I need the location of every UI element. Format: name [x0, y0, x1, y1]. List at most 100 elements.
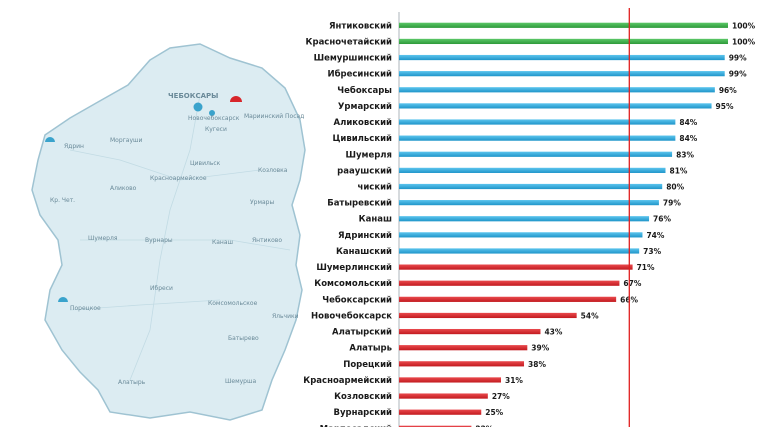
- bar-red: [399, 312, 577, 319]
- bar-red: [399, 377, 501, 383]
- category-label: Чебоксарский: [322, 294, 392, 305]
- value-label: 84%: [679, 134, 697, 143]
- category-label: чиский: [357, 183, 392, 193]
- value-label: 39%: [531, 344, 549, 353]
- map-label: Аликово: [110, 185, 137, 192]
- value-label: 76%: [653, 215, 671, 224]
- bar-blue: [399, 71, 725, 77]
- category-label: Новочебоксарск: [311, 310, 392, 321]
- value-label: 100%: [732, 37, 756, 46]
- category-label: Янтиковский: [329, 21, 392, 31]
- bar-blue: [399, 54, 725, 61]
- bar-red: [399, 328, 541, 335]
- category-label: Красноармейский: [303, 376, 392, 386]
- value-label: 43%: [544, 328, 562, 337]
- value-label: 38%: [528, 360, 546, 369]
- value-label: 25%: [485, 408, 503, 417]
- value-label: 22%: [475, 424, 493, 427]
- bar-blue: [399, 135, 676, 141]
- bar-green: [399, 38, 728, 45]
- bar-red: [399, 296, 617, 302]
- map-label: Мариинский Посад: [244, 113, 304, 120]
- bar-blue: [399, 248, 640, 254]
- map-label: Моргауши: [110, 137, 143, 144]
- value-label: 31%: [505, 376, 523, 385]
- category-label: Порецкий: [343, 360, 392, 370]
- map-label: Алатырь: [118, 379, 146, 386]
- category-label: Цивильский: [333, 134, 393, 144]
- map-marker-novocheboksarsk: [209, 110, 215, 116]
- bar-blue: [399, 167, 666, 173]
- category-label: Красночетайский: [306, 37, 393, 47]
- value-label: 96%: [719, 86, 737, 95]
- region-map: ЧЕБОКСАРЫ Новочебоксарск Мариинский Поса…: [0, 0, 320, 427]
- value-label: 73%: [643, 247, 661, 256]
- map-label: Козловка: [258, 167, 288, 174]
- map-marker-blue-left-2: [58, 297, 68, 302]
- value-label: 83%: [676, 150, 694, 159]
- value-label: 81%: [669, 166, 687, 175]
- map-marker-cheboksary: [193, 102, 203, 112]
- bar-red: [399, 345, 528, 351]
- category-label: Канаш: [359, 215, 392, 225]
- value-label: 54%: [581, 311, 599, 320]
- category-label: Алатырский: [332, 328, 392, 338]
- bar-blue: [399, 183, 663, 190]
- map-label: Новочебоксарск: [188, 115, 240, 122]
- category-label: Канашский: [336, 247, 392, 257]
- bar-blue: [399, 119, 676, 125]
- bar-green: [399, 22, 728, 28]
- category-label: Вурнарский: [333, 408, 392, 418]
- category-label: Комсомольский: [314, 279, 392, 289]
- map-label: Красноармейское: [150, 175, 207, 182]
- category-label: Урмарский: [338, 102, 392, 112]
- value-label: 67%: [623, 279, 641, 288]
- map-label: Янтиково: [252, 237, 282, 244]
- bar-blue: [399, 200, 659, 206]
- map-label: ЧЕБОКСАРЫ: [168, 92, 218, 100]
- value-label: 27%: [492, 392, 510, 401]
- map-label: Кр. Чет.: [50, 197, 75, 204]
- map-label: Шумерля: [88, 235, 118, 242]
- map-marker-red-semicircle: [230, 96, 242, 102]
- value-label: 95%: [716, 102, 734, 111]
- bar-red: [399, 393, 488, 399]
- map-label: Шемурша: [225, 378, 256, 385]
- bar-blue: [399, 87, 715, 93]
- category-label: рааушский: [337, 166, 392, 176]
- map-label: Цивильск: [190, 160, 221, 167]
- map-label: Батырево: [228, 335, 259, 342]
- bar-red: [399, 264, 633, 270]
- category-label: Козловский: [334, 392, 392, 402]
- bar-blue: [399, 103, 712, 109]
- value-label: 84%: [679, 118, 697, 127]
- category-label: Аликовский: [334, 118, 393, 128]
- bar-red: [399, 280, 620, 286]
- category-label: Чебоксары: [337, 85, 392, 96]
- value-label: 99%: [729, 70, 747, 79]
- category-label: Батыревский: [327, 199, 392, 209]
- map-marker-blue-left-1: [45, 137, 55, 142]
- map-label: Ибреси: [150, 285, 173, 292]
- bar-red: [399, 425, 472, 427]
- category-label: Ядринский: [338, 231, 392, 241]
- category-label: Марпосадский: [320, 424, 392, 427]
- category-label: Шумерлинский: [316, 263, 392, 273]
- map-label: Вурнары: [145, 237, 173, 244]
- map-label: Урмары: [250, 199, 274, 206]
- map-roads: [69, 94, 291, 381]
- category-label: Шемуршинский: [314, 54, 392, 64]
- region-outline: [31, 43, 306, 421]
- map-label: Порецкое: [70, 305, 101, 312]
- value-label: 79%: [663, 199, 681, 208]
- map-label: Яльчики: [272, 313, 299, 320]
- category-label: Алатырь: [349, 344, 392, 354]
- bar-red: [399, 361, 525, 367]
- value-label: 71%: [637, 263, 655, 272]
- map-label: Канаш: [212, 239, 233, 246]
- bar-blue: [399, 232, 643, 238]
- value-label: 74%: [646, 231, 664, 240]
- map-label: Кугеси: [205, 126, 227, 133]
